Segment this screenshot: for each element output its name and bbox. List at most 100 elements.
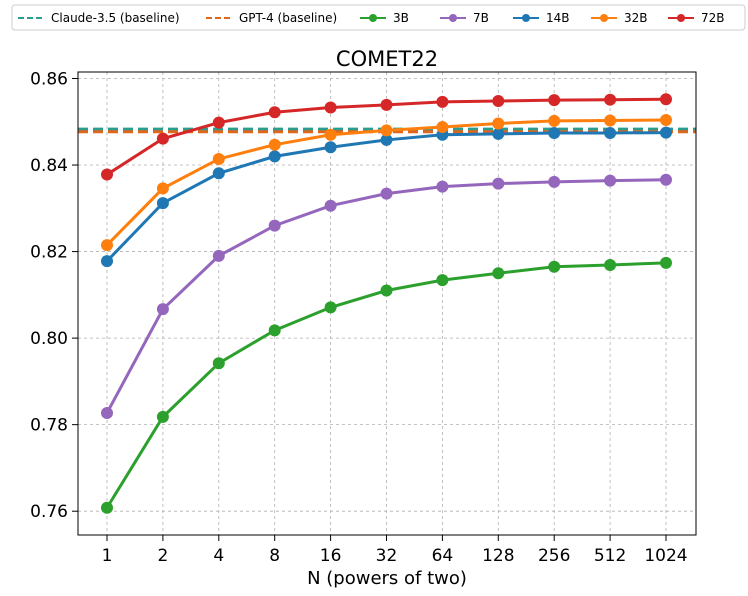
data-point [548,260,561,273]
series-72b [101,93,672,181]
data-point [604,93,617,106]
data-point [660,114,672,127]
data-point [101,255,113,268]
data-point [212,152,225,165]
data-point [380,284,393,297]
data-point [660,93,672,106]
legend-entry: GPT-4 (baseline) [206,11,337,25]
data-point [156,182,169,195]
x-tick-label: 256 [538,546,570,566]
data-point [101,501,113,514]
data-point [101,239,113,252]
data-point [436,95,449,108]
data-point [380,133,393,146]
data-point [660,173,672,186]
data-point [604,258,617,271]
x-tick-label: 16 [320,546,342,566]
y-tick-label: 0.84 [30,156,68,176]
series-3b [101,256,672,514]
legend-label: 7B [473,11,489,25]
x-tick-label: 512 [594,546,626,566]
data-point [660,126,672,139]
series-32b [101,114,672,252]
legend-entry: Claude-3.5 (baseline) [18,11,180,25]
data-point [492,267,505,280]
legend-marker [600,14,608,22]
data-point [380,98,393,111]
data-point [324,199,337,212]
data-point [101,406,113,419]
data-point [156,410,169,423]
legend-marker [449,14,457,22]
data-point [212,249,225,262]
data-point [268,219,281,232]
data-point [380,187,393,200]
legend-entry: 72B [668,11,725,25]
legend-label: 14B [546,11,570,25]
x-tick-label: 1024 [644,546,687,566]
data-point [324,141,337,154]
x-tick-label: 32 [376,546,398,566]
data-point [212,357,225,370]
legend-entry: 7B [440,11,489,25]
y-tick-label: 0.82 [30,243,68,263]
legend-marker [522,14,530,22]
data-point [436,274,449,287]
grid-lines [78,72,696,535]
y-tick-label: 0.86 [30,69,68,89]
y-tick-label: 0.80 [30,329,68,349]
legend-entry: 3B [360,11,409,25]
x-axis-label: N (powers of two) [307,568,467,589]
data-point [548,175,561,188]
data-point [156,303,169,316]
data-point [156,132,169,145]
data-point [268,106,281,119]
data-point [380,124,393,137]
series-14b [101,126,672,268]
legend-label: GPT-4 (baseline) [239,11,337,25]
x-tick-label: 128 [482,546,514,566]
data-point [548,94,561,107]
legend-label: 3B [393,11,409,25]
series-lines [101,93,672,514]
data-point [492,94,505,107]
x-tick-label: 2 [157,546,168,566]
data-point [268,138,281,151]
plot-frame [77,71,697,536]
legend-label: 72B [701,11,725,25]
x-tick-label: 64 [432,546,454,566]
data-point [324,128,337,141]
series-7b [101,173,672,419]
y-tick-label: 0.76 [30,502,68,522]
legend-label: 32B [624,11,648,25]
axes: 1 2 4 8 16 32 64 128 256 512 1024 0.76 0.78 0.80 0.82 0… [30,69,697,566]
chart-title: COMET22 [336,47,438,71]
x-tick-label: 4 [213,546,224,566]
x-tick-label: 1 [102,546,113,566]
data-point [324,101,337,114]
data-point [156,197,169,210]
legend-label: Claude-3.5 (baseline) [51,11,180,25]
data-point [436,120,449,133]
x-tick-label: 8 [269,546,280,566]
data-point [548,114,561,127]
legend-marker [677,14,685,22]
data-point [660,256,672,269]
data-point [268,150,281,163]
data-point [101,168,113,181]
data-point [436,180,449,193]
data-point [604,174,617,187]
data-point [324,301,337,314]
legend-marker [369,14,377,22]
data-point [604,114,617,127]
legend-entry: 14B [513,11,570,25]
data-point [212,167,225,180]
data-point [492,127,505,140]
y-tick-label: 0.78 [30,416,68,436]
legend: Claude-3.5 (baseline) GPT-4 (baseline) 3B 7… [11,4,746,31]
data-point [604,127,617,140]
data-point [212,116,225,129]
data-point [548,127,561,140]
data-point [268,324,281,337]
